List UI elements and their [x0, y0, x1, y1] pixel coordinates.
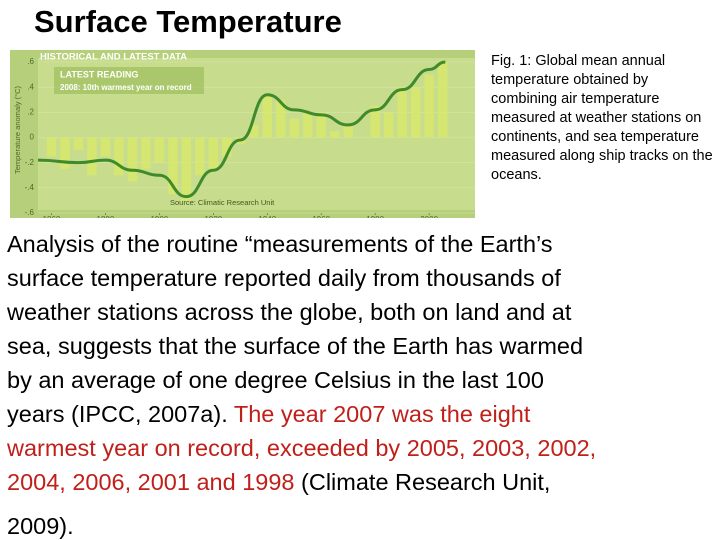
- x-tick-label: 1860: [43, 215, 61, 218]
- text-run: warmest year on record, exceeded by 2005…: [7, 435, 597, 461]
- bar: [87, 137, 97, 176]
- text-line: by an average of one degree Celsius in t…: [7, 363, 717, 397]
- bar: [316, 112, 326, 138]
- text-run: (Climate Research Unit,: [294, 469, 551, 495]
- bar: [289, 118, 299, 138]
- bar: [330, 131, 340, 138]
- source-note: Source: Climatic Research Unit: [170, 198, 275, 207]
- bar: [370, 106, 380, 138]
- bar: [60, 137, 70, 169]
- figure-caption: Fig. 1: Global mean annual temperature o…: [491, 53, 713, 183]
- text-run: 2009).: [7, 513, 74, 539]
- y-tick-label: -.2: [25, 158, 35, 167]
- bar: [208, 137, 219, 169]
- text-run: Analysis of the routine “measurements of…: [7, 231, 553, 257]
- bar: [303, 112, 313, 138]
- bar: [424, 74, 434, 138]
- bar: [383, 112, 394, 138]
- bar: [397, 87, 407, 138]
- text-line: sea, suggests that the surface of the Ea…: [7, 329, 717, 363]
- x-tick-label: 1960: [312, 215, 330, 218]
- x-tick-label: 1880: [97, 215, 115, 218]
- bar: [127, 137, 138, 182]
- text-run: 2004, 2006, 2001 and 1998: [7, 469, 295, 495]
- bar: [343, 124, 353, 138]
- y-tick-label: .4: [27, 82, 34, 91]
- y-tick-label: -.4: [25, 183, 35, 192]
- text-run: surface temperature reported daily from …: [7, 265, 561, 291]
- bar: [73, 137, 84, 151]
- figure: .6 .4 .2 0 -.2 -.4 -.6 1860 1880 1900 1920 1940 1960…: [10, 50, 475, 218]
- trend-line: [37, 60, 446, 199]
- bar: [437, 62, 448, 138]
- text-run: weather stations across the globe, both …: [7, 299, 572, 325]
- bar: [249, 124, 259, 138]
- x-tick-label: 1980: [366, 215, 384, 218]
- x-tick-label: 1920: [204, 215, 222, 218]
- bar: [154, 137, 165, 163]
- bar: [100, 137, 111, 157]
- x-tick-label: 1900: [150, 215, 168, 218]
- bar: [181, 137, 192, 201]
- bar: [410, 87, 421, 138]
- text-line: 2004, 2006, 2001 and 1998 (Climate Resea…: [7, 465, 717, 499]
- y-tick-label: .6: [27, 57, 34, 66]
- bar: [168, 137, 178, 195]
- bar: [46, 137, 57, 157]
- y-tick-label: .2: [27, 107, 34, 116]
- text-line: surface temperature reported daily from …: [7, 261, 717, 295]
- annotation: LATEST READING: [60, 69, 138, 79]
- text-line: years (IPCC, 2007a). The year 2007 was t…: [7, 397, 717, 431]
- y-tick-label: -.6: [25, 208, 35, 217]
- chart-title: HISTORICAL AND LATEST DATA: [40, 52, 187, 63]
- bar: [114, 137, 124, 176]
- x-tick-label: 2000: [420, 215, 438, 218]
- slide-title: Surface Temperature: [34, 4, 342, 39]
- text-run: The year 2007 was the eight: [233, 401, 531, 427]
- y-axis-label: Temperature anomaly (°C): [13, 85, 22, 174]
- annotation: 2008: 10th warmest year on record: [60, 83, 192, 92]
- bar: [195, 137, 205, 176]
- text-line: 2009).: [7, 509, 717, 540]
- text-run: sea, suggests that the surface of the Ea…: [7, 333, 584, 359]
- bar: [222, 137, 232, 157]
- y-tick-label: 0: [30, 133, 35, 142]
- bar: [141, 137, 151, 169]
- text-line: warmest year on record, exceeded by 2005…: [7, 431, 717, 465]
- annotation-box: [54, 67, 204, 94]
- bar: [262, 93, 273, 138]
- bar: [276, 99, 286, 138]
- text-run: by an average of one degree Celsius in t…: [7, 367, 544, 393]
- body-text: Analysis of the routine “measurements of…: [7, 227, 717, 540]
- text-line: Analysis of the routine “measurements of…: [7, 227, 717, 261]
- text-line: weather stations across the globe, both …: [7, 295, 717, 329]
- x-tick-label: 1940: [258, 215, 276, 218]
- text-run: years (IPCC, 2007a).: [7, 401, 234, 427]
